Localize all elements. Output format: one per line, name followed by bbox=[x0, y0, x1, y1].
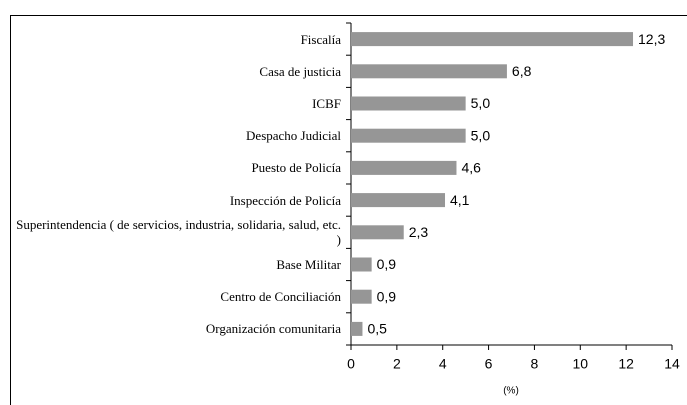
value-label: 0,9 bbox=[377, 256, 397, 272]
y-tick-label: Despacho Judicial bbox=[246, 128, 341, 144]
value-label: 0,5 bbox=[367, 321, 387, 337]
x-tick-label: 12 bbox=[618, 356, 634, 372]
x-tick-label: 6 bbox=[485, 356, 493, 372]
y-tick-label-box: Despacho Judicial bbox=[246, 128, 341, 144]
bar bbox=[351, 321, 363, 336]
x-tick-label: 8 bbox=[531, 356, 539, 372]
x-tick-label: 2 bbox=[393, 356, 401, 372]
bar bbox=[351, 160, 457, 175]
y-tick-label: Base Militar bbox=[276, 257, 341, 272]
y-tick-label: Centro de Conciliación bbox=[220, 289, 341, 305]
x-tick-label: 10 bbox=[572, 356, 588, 372]
x-tick-label: 14 bbox=[664, 356, 680, 372]
bar bbox=[351, 225, 404, 240]
bar bbox=[351, 128, 466, 143]
y-tick-label: Casa de justicia bbox=[259, 63, 341, 79]
y-tick-label-box: Puesto de Policía bbox=[251, 160, 341, 176]
bar bbox=[351, 289, 372, 304]
y-tick-label-box: Casa de justicia bbox=[259, 63, 341, 79]
bar bbox=[351, 193, 446, 208]
value-label: 2,3 bbox=[409, 224, 429, 240]
y-tick-label: ICBF bbox=[312, 96, 341, 111]
y-tick-label-box: Organización comunitaria bbox=[205, 321, 341, 337]
value-label: 0,9 bbox=[377, 288, 397, 304]
bar bbox=[351, 257, 372, 272]
chart-border bbox=[10, 15, 687, 405]
y-tick-label-box: Inspección de Policía bbox=[229, 192, 341, 208]
y-tick-label-box: Base Militar bbox=[276, 257, 341, 272]
value-label: 12,3 bbox=[638, 31, 665, 47]
bar bbox=[351, 64, 507, 79]
y-tick-label: Puesto de Policía bbox=[251, 160, 341, 176]
value-label: 6,8 bbox=[512, 63, 532, 79]
x-tick-label: 4 bbox=[439, 356, 447, 372]
x-tick-label: 0 bbox=[347, 356, 355, 372]
y-tick-label-box: Centro de Conciliación bbox=[220, 289, 341, 305]
y-tick-label-box: Superintendencia ( de servicios, industr… bbox=[16, 217, 341, 248]
value-label: 5,0 bbox=[471, 95, 491, 111]
bar bbox=[351, 32, 634, 47]
value-label: 4,1 bbox=[450, 192, 470, 208]
x-axis-label: (%) bbox=[503, 386, 519, 397]
y-tick-label-box: Fiscalía bbox=[300, 31, 341, 47]
value-label: 5,0 bbox=[471, 127, 491, 143]
bar bbox=[351, 96, 466, 111]
y-tick-label: Inspección de Policía bbox=[229, 192, 341, 208]
value-label: 4,6 bbox=[461, 160, 481, 176]
y-tick-label: Organización comunitaria bbox=[205, 321, 341, 337]
y-tick-label: Fiscalía bbox=[300, 31, 341, 47]
y-tick-label-box: ICBF bbox=[312, 96, 341, 111]
y-tick-label: Superintendencia ( de servicios, industr… bbox=[16, 217, 341, 248]
